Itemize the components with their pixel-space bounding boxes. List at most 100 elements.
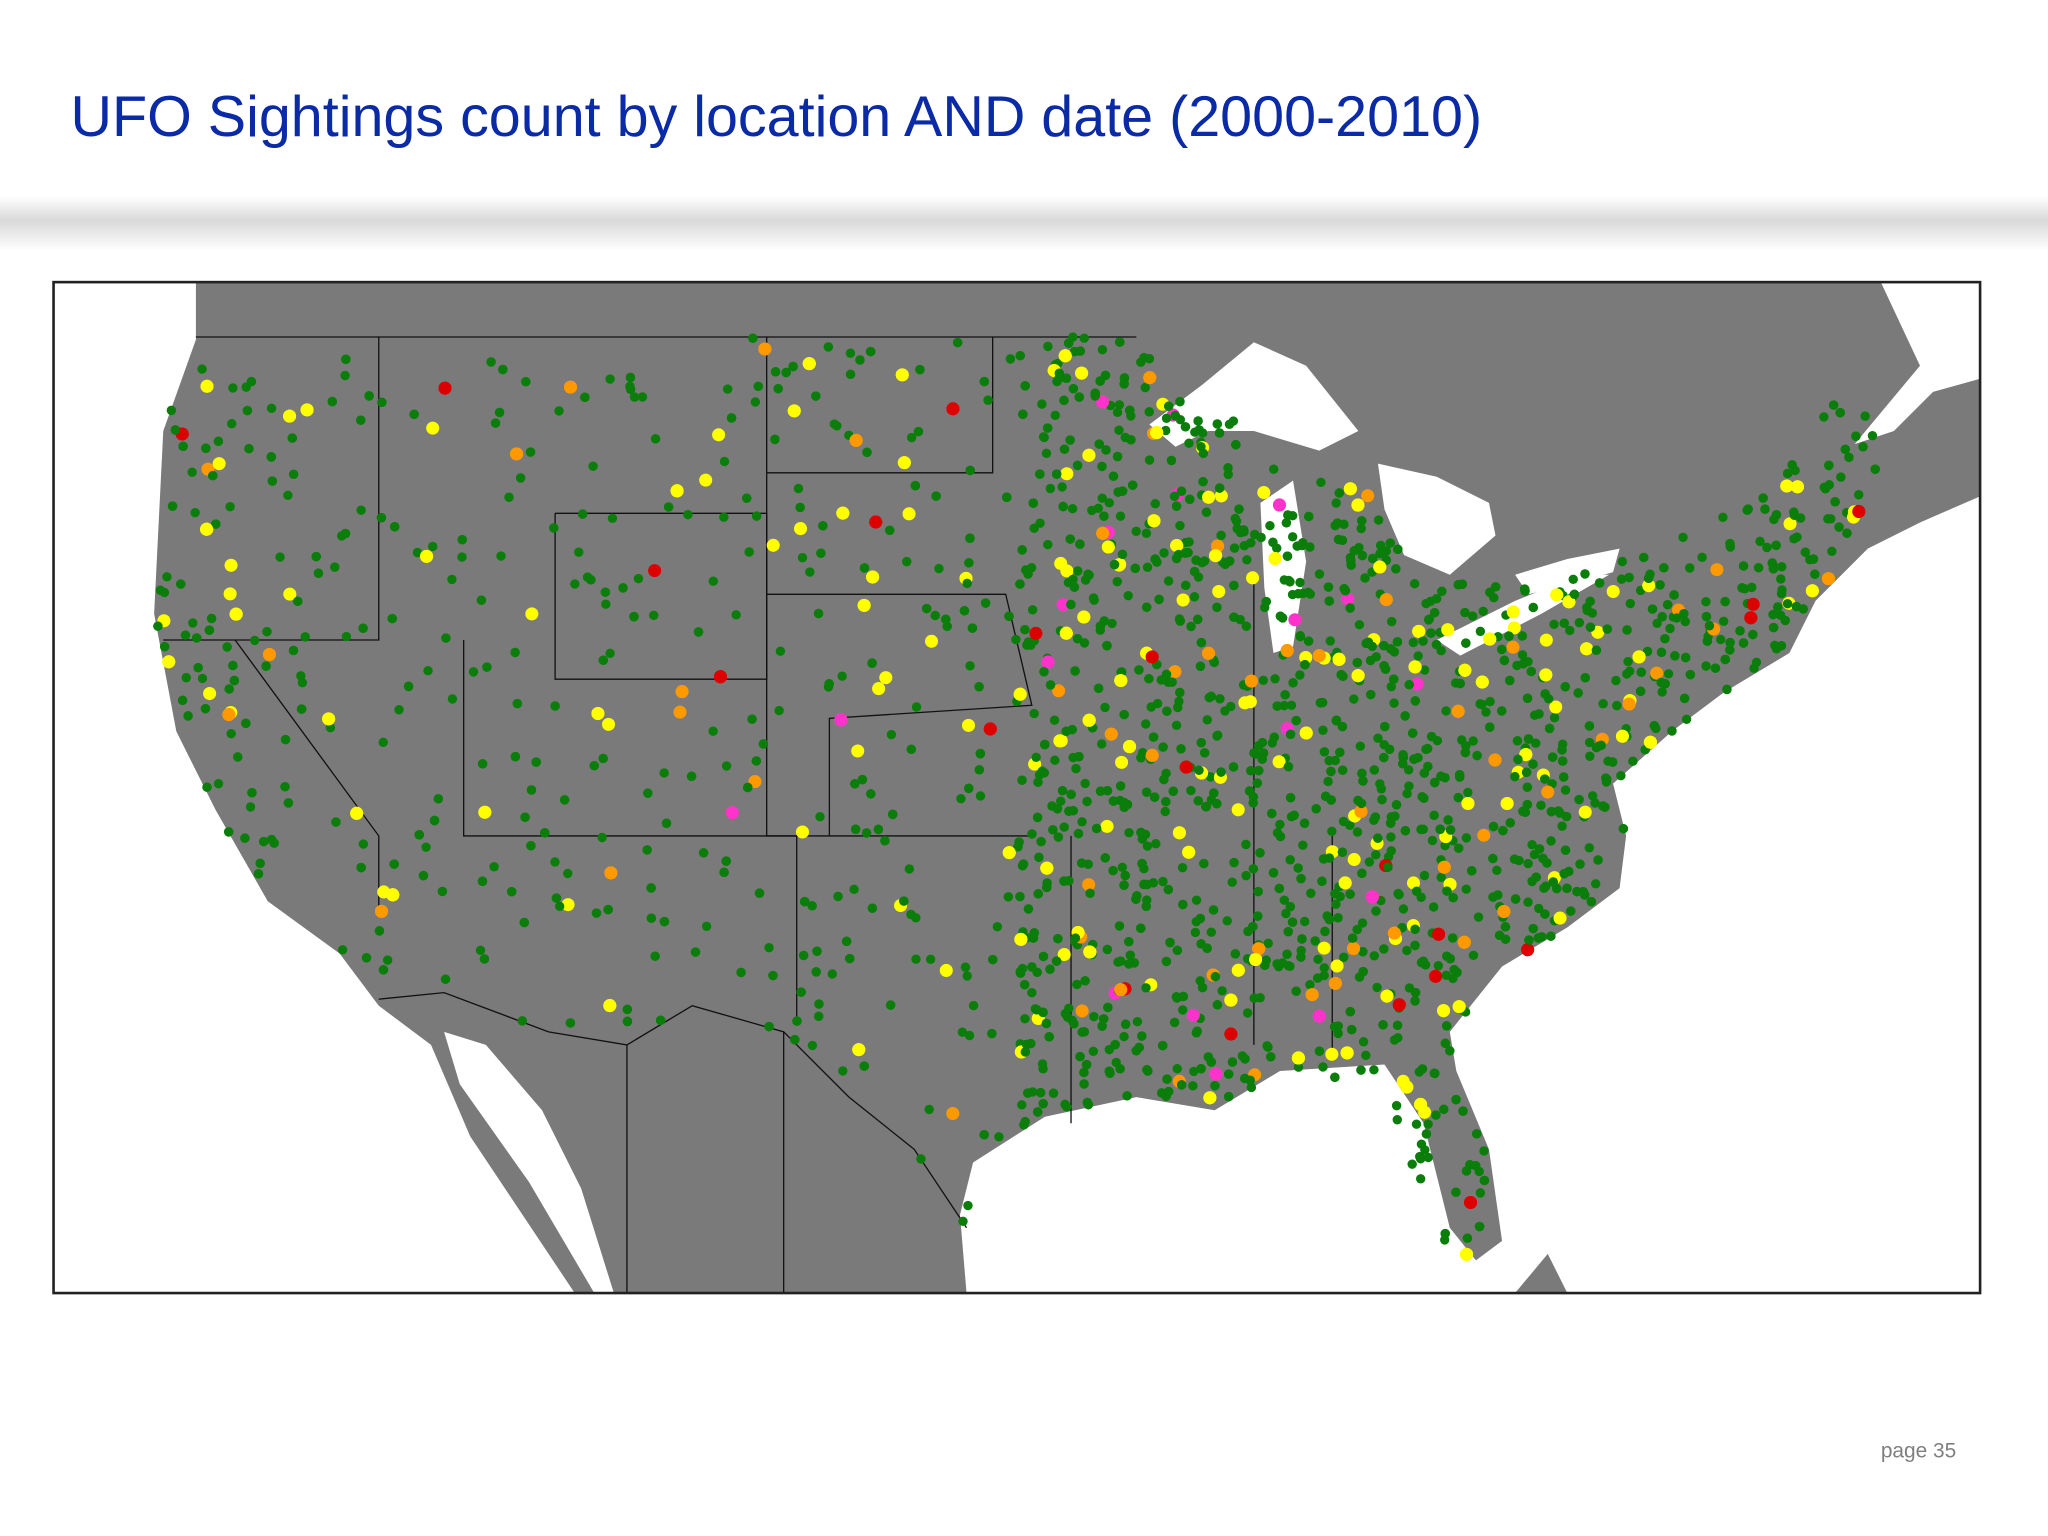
sighting-marker xyxy=(1451,1094,1461,1105)
sighting-marker xyxy=(1314,1046,1325,1056)
sighting-marker xyxy=(1522,782,1533,792)
sighting-marker xyxy=(1590,798,1600,808)
sighting-marker xyxy=(202,782,212,792)
sighting-marker xyxy=(974,765,985,775)
sighting-marker xyxy=(1428,902,1439,912)
sighting-marker xyxy=(865,346,876,357)
sighting-marker xyxy=(845,348,856,358)
sighting-marker xyxy=(1033,1107,1043,1117)
sighting-marker xyxy=(1061,373,1072,383)
sighting-marker xyxy=(1056,598,1070,612)
sighting-marker xyxy=(1035,469,1045,479)
sighting-marker xyxy=(1080,976,1090,986)
sighting-marker xyxy=(1410,677,1424,691)
sighting-marker xyxy=(1667,726,1677,736)
sighting-marker xyxy=(421,842,431,852)
sighting-marker xyxy=(1095,376,1105,386)
sighting-marker xyxy=(1202,646,1216,660)
page-number: page 35 xyxy=(1881,1440,1956,1463)
sighting-marker xyxy=(259,836,269,847)
sighting-marker xyxy=(1180,548,1191,558)
sighting-marker xyxy=(659,768,669,778)
sighting-marker xyxy=(1015,350,1025,361)
sighting-marker xyxy=(1061,726,1071,737)
sighting-marker xyxy=(433,794,444,804)
sighting-marker xyxy=(1176,744,1186,754)
sighting-marker xyxy=(1144,673,1154,684)
sighting-marker xyxy=(1189,592,1200,602)
sighting-marker xyxy=(1485,722,1495,732)
sighting-marker xyxy=(1375,548,1385,559)
sighting-marker xyxy=(1171,720,1182,730)
sighting-marker xyxy=(1279,895,1290,905)
sighting-marker xyxy=(222,708,236,722)
sighting-marker xyxy=(1305,979,1315,990)
map-frame xyxy=(52,280,1982,1295)
sighting-marker xyxy=(1171,553,1182,564)
sighting-marker xyxy=(1240,1073,1250,1084)
sighting-marker xyxy=(1550,588,1564,602)
sighting-marker xyxy=(322,712,336,726)
sighting-marker xyxy=(629,392,640,402)
sighting-marker xyxy=(1345,889,1355,899)
sighting-marker xyxy=(1505,675,1515,686)
sighting-marker xyxy=(1827,546,1837,557)
sighting-marker xyxy=(1241,870,1251,881)
sighting-marker xyxy=(964,783,974,794)
sighting-marker xyxy=(1019,1120,1029,1130)
sighting-marker xyxy=(1461,796,1475,811)
sighting-marker xyxy=(255,858,265,869)
sighting-marker xyxy=(601,599,611,609)
sighting-marker xyxy=(895,368,909,382)
sighting-marker xyxy=(1431,594,1442,604)
sighting-marker xyxy=(1112,576,1122,587)
sighting-marker xyxy=(1398,904,1409,914)
sighting-marker xyxy=(802,357,816,371)
sighting-marker xyxy=(1349,694,1359,704)
sighting-marker xyxy=(1440,840,1450,851)
sighting-marker xyxy=(1512,736,1523,746)
sighting-marker xyxy=(1081,1059,1092,1070)
sighting-marker xyxy=(1108,865,1118,876)
sighting-marker xyxy=(1404,679,1414,690)
sighting-marker xyxy=(1170,411,1180,421)
sighting-marker xyxy=(1217,986,1227,996)
sighting-marker xyxy=(494,407,505,418)
sighting-marker xyxy=(1037,399,1047,409)
sighting-marker xyxy=(1358,776,1368,786)
sighting-marker xyxy=(1528,923,1538,934)
sighting-marker xyxy=(1521,767,1532,778)
sighting-marker xyxy=(1409,579,1420,589)
sighting-marker xyxy=(1416,824,1426,835)
sighting-marker xyxy=(1410,940,1420,951)
sighting-marker xyxy=(834,713,848,727)
sighting-marker xyxy=(1373,515,1384,525)
sighting-marker xyxy=(1058,349,1072,363)
sighting-marker xyxy=(1088,1046,1099,1057)
sighting-marker xyxy=(1663,669,1674,679)
sighting-marker xyxy=(787,404,801,418)
sighting-marker xyxy=(1296,873,1306,884)
sighting-marker xyxy=(1097,493,1107,503)
sighting-marker xyxy=(1208,905,1219,915)
sighting-marker xyxy=(1079,1027,1090,1037)
sighting-marker xyxy=(1440,1038,1451,1049)
sighting-marker xyxy=(1091,823,1102,834)
sighting-marker xyxy=(1591,645,1602,655)
sighting-marker xyxy=(1050,755,1060,765)
sighting-marker xyxy=(520,812,530,822)
sighting-marker xyxy=(1124,959,1134,969)
sighting-marker xyxy=(1149,792,1160,802)
sighting-marker xyxy=(1412,624,1426,638)
sighting-marker xyxy=(1258,675,1268,686)
sighting-marker xyxy=(1409,754,1419,764)
sighting-marker xyxy=(1458,663,1472,677)
sighting-marker xyxy=(1179,760,1193,774)
sighting-marker xyxy=(1288,678,1298,688)
sighting-marker xyxy=(1032,1005,1042,1015)
sighting-marker xyxy=(1303,636,1314,646)
sighting-marker xyxy=(1037,766,1047,776)
sighting-marker xyxy=(1500,922,1511,932)
sighting-marker xyxy=(1304,511,1314,522)
sighting-marker xyxy=(224,558,238,572)
